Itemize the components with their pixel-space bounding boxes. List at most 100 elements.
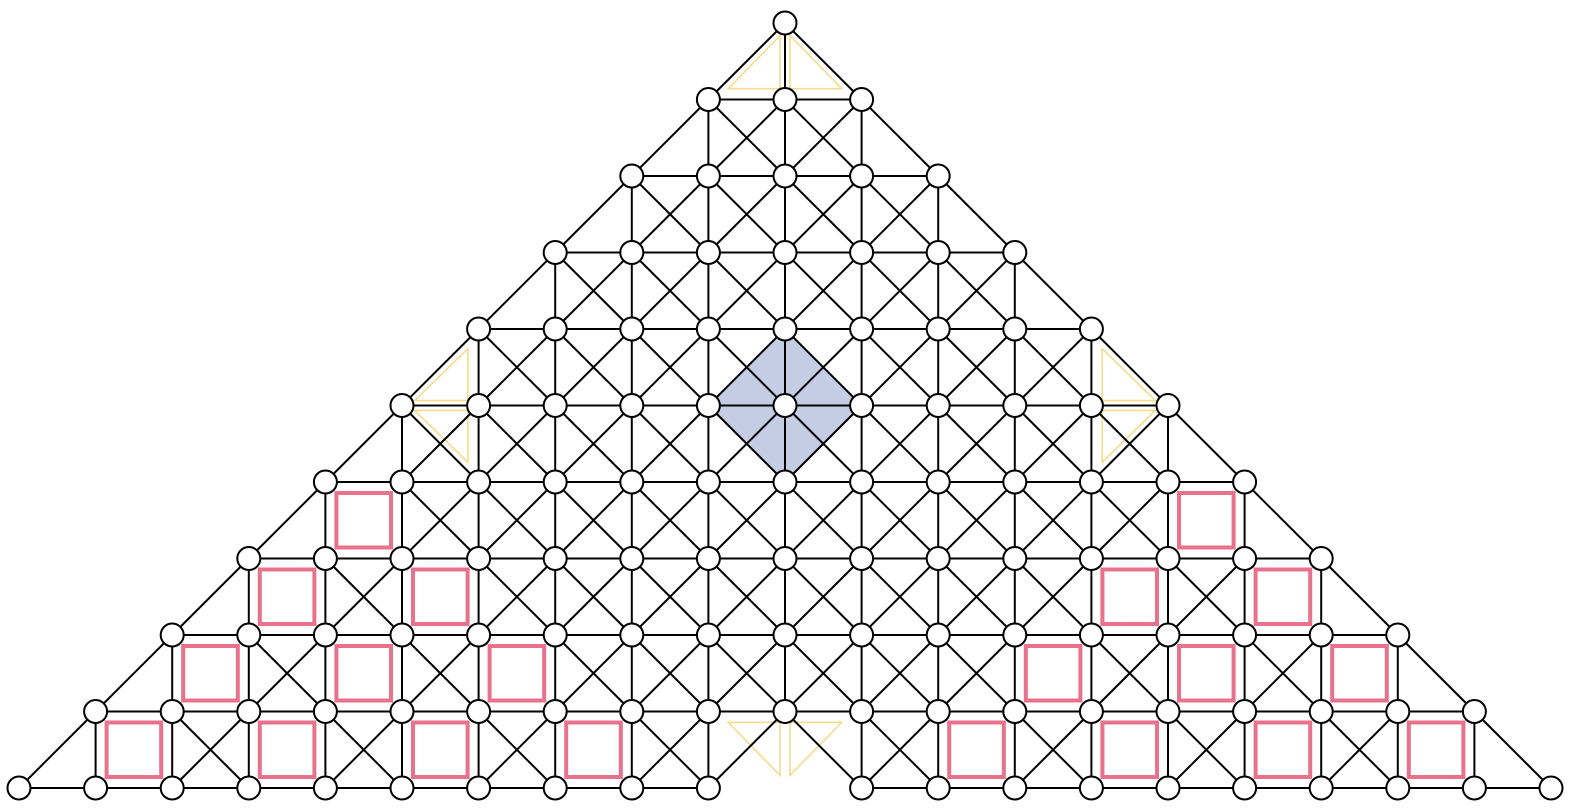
- lattice-node: [925, 699, 951, 724]
- square-layer: [104, 491, 1466, 779]
- lattice-node: [619, 316, 645, 342]
- lattice-node: [772, 546, 798, 571]
- lattice-node: [159, 622, 185, 648]
- lattice-node: [619, 469, 645, 495]
- lattice-edge: [860, 481, 940, 560]
- highlight-square: [1100, 567, 1160, 626]
- lattice-edge: [630, 404, 710, 483]
- lattice-node: [83, 775, 109, 801]
- lattice-node: [849, 775, 875, 801]
- lattice-node: [312, 699, 338, 724]
- lattice-edge: [1320, 557, 1399, 636]
- highlight-square: [257, 720, 317, 779]
- lattice-edge: [94, 634, 174, 713]
- lattice-node: [1385, 699, 1411, 724]
- lattice-node: [466, 775, 492, 801]
- lattice-edge: [937, 175, 1016, 254]
- lattice-node: [1232, 622, 1258, 648]
- lattice-node: [1078, 775, 1104, 801]
- lattice-node: [312, 546, 338, 571]
- lattice-node: [695, 469, 721, 495]
- lattice-node: [925, 622, 951, 648]
- lattice-node: [619, 775, 645, 801]
- lattice-node: [1155, 699, 1181, 724]
- lattice-node: [542, 240, 568, 265]
- highlight-square: [1253, 720, 1313, 779]
- lattice-node: [619, 622, 645, 648]
- lattice-node: [6, 775, 32, 801]
- highlight-triangle: [1101, 346, 1158, 402]
- highlight-square: [1253, 567, 1313, 626]
- lattice-node: [466, 316, 492, 342]
- lattice-node: [1002, 240, 1028, 265]
- lattice-edge: [630, 557, 710, 636]
- highlight-triangle: [1101, 409, 1158, 465]
- lattice-edge: [784, 634, 863, 713]
- lattice-edge: [1473, 710, 1552, 789]
- lattice-node: [312, 469, 338, 495]
- lattice-edge: [860, 328, 940, 407]
- highlight-triangle: [726, 33, 781, 90]
- lattice-edge: [784, 98, 863, 177]
- lattice-edge: [707, 481, 786, 560]
- highlight-square: [1406, 720, 1466, 779]
- lattice-edge: [630, 98, 710, 177]
- lattice-node: [542, 622, 568, 648]
- highlight-square: [257, 567, 317, 626]
- lattice-node: [389, 469, 415, 495]
- lattice-node: [619, 163, 645, 189]
- lattice-node: [772, 699, 798, 724]
- highlight-square: [947, 720, 1006, 779]
- lattice-edge: [247, 481, 327, 560]
- lattice-node: [1002, 469, 1028, 495]
- lattice-node: [1232, 469, 1258, 495]
- lattice-edge: [171, 557, 250, 636]
- lattice-node: [1078, 699, 1104, 724]
- lattice-edge: [477, 710, 557, 789]
- lattice-node: [312, 622, 338, 648]
- lattice-node: [466, 699, 492, 724]
- lattice-edge: [1090, 481, 1169, 560]
- triangle-layer: [412, 33, 1158, 778]
- lattice-node: [695, 87, 721, 112]
- lattice-node: [542, 316, 568, 342]
- lattice-node: [1002, 699, 1028, 724]
- lattice-edge: [860, 557, 940, 636]
- lattice-edge: [860, 98, 940, 177]
- lattice-edge: [1013, 557, 1093, 636]
- lattice-edge: [707, 251, 786, 330]
- lattice-edge: [18, 710, 97, 789]
- lattice-edge: [860, 175, 940, 254]
- node-layer: [6, 10, 1564, 801]
- lattice-edge: [1243, 481, 1323, 560]
- lattice-edge: [630, 481, 710, 560]
- lattice-node: [466, 469, 492, 495]
- lattice-edge: [477, 251, 557, 330]
- lattice-edge: [1167, 557, 1246, 636]
- lattice-node: [1002, 546, 1028, 571]
- lattice-edge: [477, 481, 557, 560]
- highlight-square: [411, 567, 470, 626]
- lattice-edge: [784, 22, 863, 101]
- lattice-node: [1155, 469, 1181, 495]
- lattice-node: [1155, 775, 1181, 801]
- lattice-node: [466, 546, 492, 571]
- lattice-node: [695, 163, 721, 189]
- highlight-square: [104, 720, 164, 779]
- lattice-edge: [937, 251, 1016, 330]
- highlight-triangle: [789, 33, 844, 90]
- lattice-edge: [784, 328, 863, 407]
- lattice-node: [772, 10, 798, 36]
- lattice-node: [159, 699, 185, 724]
- highlight-triangle: [726, 721, 781, 778]
- lattice-node: [1308, 699, 1334, 724]
- lattice-edge: [171, 710, 250, 789]
- highlight-square: [564, 720, 623, 779]
- lattice-edge: [707, 175, 786, 254]
- lattice-edge: [1090, 404, 1169, 483]
- highlight-square: [1177, 644, 1236, 703]
- lattice-node: [849, 469, 875, 495]
- lattice-node: [1232, 699, 1258, 724]
- lattice-node: [1002, 775, 1028, 801]
- lattice-edge: [554, 481, 633, 560]
